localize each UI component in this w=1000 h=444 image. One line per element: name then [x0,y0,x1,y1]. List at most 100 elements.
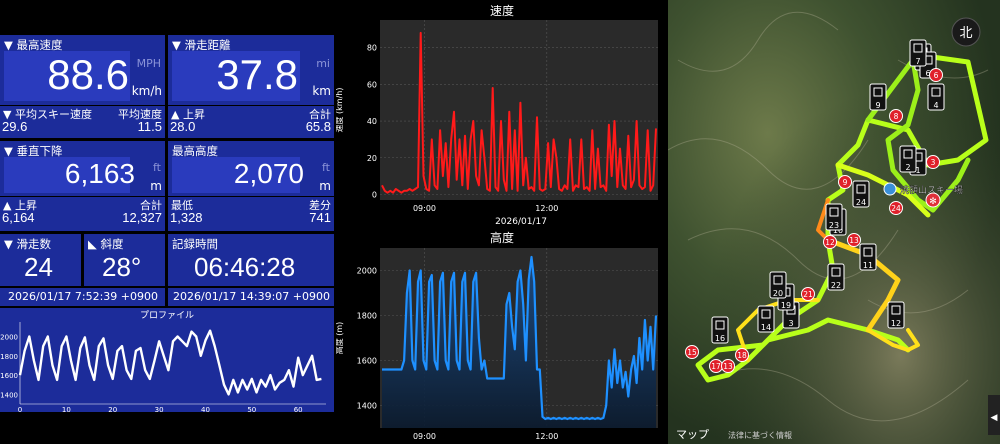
lift-chair-icon [761,309,771,319]
speed-series-line [381,31,657,194]
resort-label[interactable]: 焼額山スキー場 [900,184,963,196]
lift-number: 16 [715,334,725,343]
lift-number: 2 [905,163,910,172]
lift-pin[interactable]: 4 [927,83,945,111]
run-marker[interactable]: 15 [685,345,699,359]
run-marker[interactable]: 3 [926,155,940,169]
max-speed-unit: km/h [131,84,162,98]
distance-label: ▼ 滑走距離 [172,38,231,52]
altitude-diff-label: 差分 [309,199,331,212]
vertical-descent-cell[interactable]: ▼ 垂直下降 6,163 ft m [0,141,165,196]
resort-icon[interactable] [883,182,897,196]
vertical-descent-label: ▼ 垂直下降 [4,144,63,158]
run-marker[interactable]: 12 [823,235,837,249]
max-altitude-cell[interactable]: 最高高度 2,070 ft m [168,141,334,196]
lift-number: 9 [875,101,880,110]
run-marker-number: 21 [803,290,813,299]
run-marker-circle [889,201,903,215]
profile-x-tick: 60 [294,406,303,412]
lift-pin[interactable]: 11 [859,243,877,271]
run-marker-number: 8 [894,112,899,121]
speed-y-label: 速度 (km/h) [336,88,344,133]
lift-number: 20 [773,289,783,298]
lift-pin[interactable]: 12 [887,301,905,329]
duration-cell[interactable]: 記録時間 06:46:28 [168,234,334,286]
vertical-descent-unit-ft: ft [153,161,161,174]
run-marker[interactable]: 18 [735,348,749,362]
map-attribution[interactable]: マップ [676,428,709,441]
snowflake-glyph: ✻ [929,197,937,207]
run-marker[interactable]: 9 [838,175,852,189]
profile-chart: プロファイル 2000 1800 1600 1400 0 10 20 30 40 50 60 [0,310,326,412]
run-marker[interactable]: 6 [929,68,943,82]
avg-ski-speed-label: ▼ 平均スキー速度 [3,108,92,121]
panel-handle[interactable] [988,395,1000,435]
distance-unit: km [312,84,331,98]
distance-cell[interactable]: ▼ 滑走距離 37.8 mi km [168,35,334,105]
run-marker[interactable]: 8 [889,109,903,123]
runs-cell[interactable]: ▼ 滑走数 24 [0,234,81,286]
resort-snow-icon[interactable] [925,192,941,208]
compass-icon[interactable] [951,17,981,47]
lift-pin[interactable]: 9 [869,83,887,111]
map-view[interactable]: 1234567910111214161920222324 36891213151… [668,0,1000,444]
run-marker[interactable]: 17 [709,359,723,373]
distance-value: 37.8 [216,51,298,98]
altitude-chart-title: 高度 [490,230,514,245]
lift-pin[interactable]: 20 [769,271,787,299]
y-tick-label: 1800 [357,312,377,321]
lift-number: 1 [915,166,920,175]
max-altitude-box [172,157,300,193]
run-marker-number: 17 [711,362,721,371]
speed-date-label: 2026/01/17 [495,217,547,227]
run-marker-number: 13 [723,362,733,371]
vertical-ascent-value: 6,164 [2,210,35,225]
lift-chair-icon [891,305,901,315]
max-speed-label: ▼ 最高速度 [4,38,63,52]
end-time-row: 2026/01/17 14:39:07 +0900 [168,288,334,306]
lift-pin[interactable]: 16 [711,316,729,344]
lift-pins[interactable]: 1234567910111214161920222324 [711,39,945,344]
lift-chair-icon [863,247,873,257]
max-altitude-unit: m [319,179,331,193]
lift-number: 11 [863,261,873,270]
run-marker[interactable]: 13 [847,233,861,247]
max-altitude-label: 最高高度 [172,144,218,158]
y-tick-label: 1400 [357,402,377,411]
altitude-diff-value: 741 [309,210,331,225]
lift-number: 24 [856,198,866,207]
lift-chair-icon [829,207,839,217]
start-time: 2026/01/17 7:52:39 +0900 [8,290,159,303]
lift-pin[interactable]: 22 [827,263,845,291]
lift-chair-icon [773,275,783,285]
run-marker-circle [926,155,940,169]
lift-pin[interactable]: 24 [852,180,870,208]
run-marker[interactable]: 24 [889,201,903,215]
run-marker-circle [735,348,749,362]
lift-pin[interactable]: 7 [909,39,927,67]
run-marker[interactable]: 13 [721,359,735,373]
run-marker-circle [721,359,735,373]
lift-number: 4 [933,101,938,110]
lift-pin[interactable]: 23 [825,203,843,231]
ascent-distance-row: ▲ 上昇 合計 28.0 65.8 [168,106,334,138]
start-time-row: 2026/01/17 7:52:39 +0900 [0,288,165,306]
lift-pin[interactable]: 2 [899,145,917,173]
run-marker-number: 6 [934,71,939,80]
total-distance-value: 65.8 [305,119,331,134]
altitude-y-label: 高度 (m) [336,322,344,355]
legal-link[interactable]: 法律に基づく情報 [728,430,792,440]
speed-chart-title: 速度 [490,3,514,18]
max-speed-cell[interactable]: ▼ 最高速度 88.6 MPH km/h [0,35,165,105]
lift-pin[interactable]: 14 [757,305,775,333]
max-speed-box [4,51,130,101]
altitude-series-line [382,255,658,421]
slope-cell[interactable]: ◣ 斜度 28° [84,234,165,286]
satellite-map[interactable]: 1234567910111214161920222324 36891213151… [668,0,1000,444]
avg-speed-value: 11.5 [137,119,162,134]
vertical-total-value: 12,327 [122,210,162,225]
vertical-descent-value: 6,163 [64,158,135,189]
run-marker-number: 15 [687,348,697,357]
run-marker[interactable]: 21 [801,287,815,301]
